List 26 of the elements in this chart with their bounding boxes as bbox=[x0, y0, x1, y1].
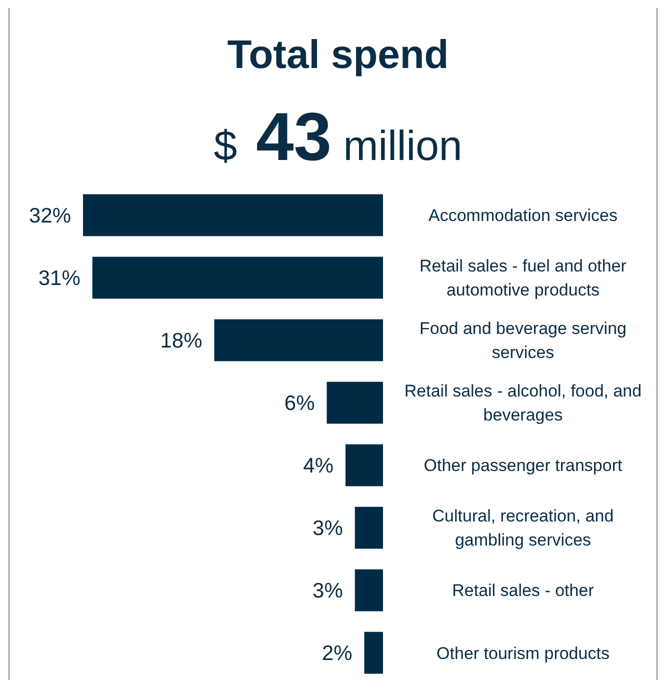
y-tick-label: Other tourism products bbox=[436, 644, 610, 663]
data-label: 3% bbox=[312, 580, 343, 603]
data-label: 32% bbox=[28, 204, 71, 228]
bar bbox=[354, 506, 383, 549]
bar bbox=[364, 632, 383, 674]
bar bbox=[326, 382, 383, 424]
bar bbox=[346, 444, 383, 486]
y-tick-label: Retail sales - fuel and other automotive products bbox=[420, 256, 627, 300]
data-label: 4% bbox=[303, 454, 334, 478]
data-label: 3% bbox=[312, 517, 343, 540]
y-tick-label: Cultural, recreation, and gambling services bbox=[432, 506, 614, 550]
y-tick-label: Retail sales - alcohol, food, and beverages bbox=[404, 382, 642, 425]
y-tick-label: Food and beverage serving services bbox=[420, 319, 626, 362]
bar bbox=[83, 194, 383, 236]
bar bbox=[214, 319, 383, 362]
bar bbox=[92, 256, 383, 299]
y-tick-label: Other passenger transport bbox=[424, 456, 622, 476]
y-tick-label: Retail sales - other bbox=[452, 581, 594, 600]
chart-title: Total spend bbox=[227, 33, 449, 77]
chart-subtitle: $ 43 million bbox=[214, 99, 462, 175]
data-label: 6% bbox=[284, 392, 315, 416]
data-label: 18% bbox=[160, 330, 202, 353]
data-label: 2% bbox=[322, 642, 352, 666]
data-label: 31% bbox=[38, 267, 80, 290]
y-tick-label: Accommodation services bbox=[428, 206, 618, 226]
bar bbox=[354, 569, 383, 612]
